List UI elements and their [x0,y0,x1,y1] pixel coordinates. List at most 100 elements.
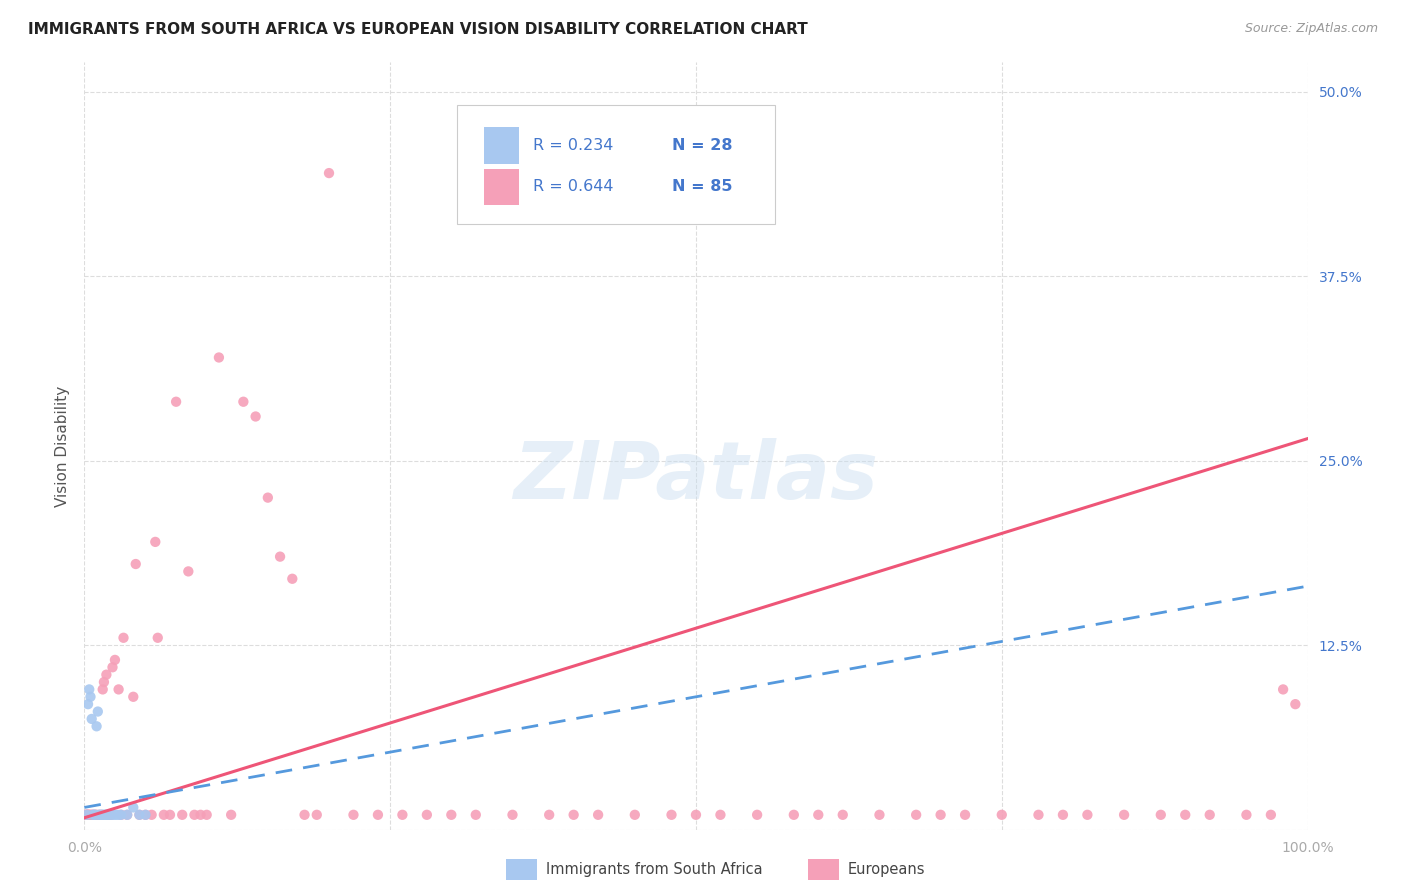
Point [77,807,100,822]
Point [257,491,280,505]
Point [1284,697,1306,711]
Point [305,807,328,822]
Point [84,807,107,822]
Point [122,690,145,704]
Text: R = 0.644: R = 0.644 [533,179,614,194]
Text: Source: ZipAtlas.com: Source: ZipAtlas.com [1244,22,1378,36]
Point [77,697,100,711]
Point [183,807,205,822]
Point [661,807,683,822]
Point [76,807,98,822]
Point [269,549,291,564]
Point [97,807,120,822]
Point [122,800,145,814]
Point [783,807,806,822]
Point [135,807,157,822]
Point [624,807,647,822]
Point [125,557,148,571]
Point [165,394,187,409]
Point [128,807,150,822]
Point [93,807,115,822]
Point [112,631,135,645]
Point [1150,807,1173,822]
Point [97,807,120,822]
Point [96,667,118,681]
Point [91,682,114,697]
Point [76,807,98,822]
Point [90,807,112,822]
Point [195,807,218,822]
Point [80,712,103,726]
Point [342,807,364,822]
Text: N = 28: N = 28 [672,138,733,153]
Point [90,807,112,822]
Point [177,565,200,579]
Point [153,807,176,822]
Point [82,807,104,822]
Point [115,807,138,822]
FancyBboxPatch shape [457,104,776,224]
Text: R = 0.234: R = 0.234 [533,138,613,153]
Point [391,807,413,822]
Point [1114,807,1136,822]
Point [100,807,122,822]
Point [807,807,830,822]
Point [87,705,110,719]
Point [128,807,150,822]
Point [538,807,561,822]
Point [79,807,101,822]
Point [89,807,111,822]
Point [141,807,163,822]
Point [953,807,976,822]
Point [96,807,118,822]
Point [367,807,389,822]
Point [1076,807,1098,822]
Point [97,807,120,822]
Point [929,807,952,822]
Point [586,807,609,822]
Point [281,572,304,586]
Point [107,807,129,822]
Point [80,807,103,822]
Point [1052,807,1074,822]
Point [105,807,128,822]
Point [1028,807,1050,822]
Point [190,807,212,822]
Text: Immigrants from South Africa: Immigrants from South Africa [546,863,762,877]
Point [79,690,101,704]
Point [159,807,181,822]
Point [1272,682,1295,697]
Point [1198,807,1220,822]
Point [143,534,166,549]
Point [101,660,124,674]
Point [94,807,117,822]
Point [76,807,98,822]
Point [502,807,524,822]
Point [685,807,707,822]
Text: ZIPatlas: ZIPatlas [513,438,879,516]
Point [464,807,486,822]
Point [219,807,242,822]
Point [1174,807,1197,822]
Point [146,631,169,645]
Point [103,807,125,822]
Point [208,351,231,365]
Point [77,807,100,822]
Text: Europeans: Europeans [848,863,925,877]
Point [318,166,340,180]
Point [869,807,891,822]
Point [135,807,157,822]
Point [747,807,769,822]
Point [82,807,104,822]
Point [115,807,138,822]
Point [86,719,108,733]
Bar [484,128,519,163]
Point [107,682,129,697]
Point [91,807,114,822]
Text: N = 85: N = 85 [672,179,733,194]
Point [562,807,585,822]
Text: IMMIGRANTS FROM SOUTH AFRICA VS EUROPEAN VISION DISABILITY CORRELATION CHART: IMMIGRANTS FROM SOUTH AFRICA VS EUROPEAN… [28,22,808,37]
Point [1260,807,1282,822]
Y-axis label: Vision Disability: Vision Disability [55,385,70,507]
Point [1236,807,1258,822]
